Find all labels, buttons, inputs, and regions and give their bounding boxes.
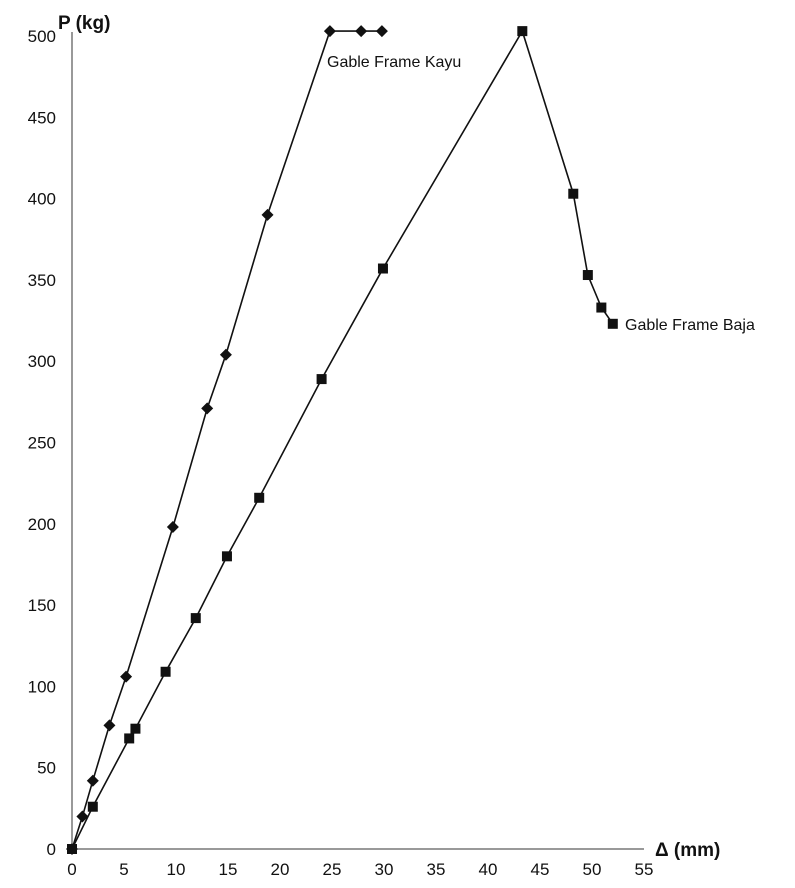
x-tick-label: 30 [375,860,394,879]
y-tick-label: 200 [28,515,56,534]
y-tick-label: 300 [28,352,56,371]
data-point [130,723,141,734]
data-point [219,348,232,361]
y-tick-label: 400 [28,190,56,209]
data-point [316,374,327,385]
x-tick-label: 0 [67,860,76,879]
data-point [377,263,388,274]
series-kayu [66,25,388,855]
x-tick-label: 35 [427,860,446,879]
data-point [120,670,133,683]
data-point [517,26,528,37]
data-point [355,25,368,38]
axes [71,32,644,850]
y-tick-label: 100 [28,677,56,696]
data-point [190,613,201,624]
y-axis-ticks: 0 50 100 150 200 250 300 350 400 450 500 [28,27,56,859]
y-tick-label: 350 [28,271,56,290]
data-point [221,551,232,562]
x-tick-label: 55 [635,860,654,879]
y-tick-label: 150 [28,596,56,615]
data-point [323,25,336,38]
data-point [166,521,179,534]
data-point [607,318,618,329]
x-tick-label: 45 [531,860,550,879]
data-point [254,492,265,503]
y-tick-label: 250 [28,434,56,453]
series-baja [67,26,618,854]
x-axis-title: Δ (mm) [655,840,720,861]
x-tick-label: 5 [119,860,128,879]
data-point [375,25,388,38]
data-point [87,801,98,812]
x-tick-label: 20 [271,860,290,879]
x-tick-label: 10 [167,860,186,879]
y-axis-title: P (kg) [58,13,110,34]
data-point [67,844,77,854]
data-point [103,719,116,732]
data-point [568,188,579,199]
y-tick-label: 500 [28,27,56,46]
data-point [201,402,214,415]
x-tick-label: 25 [323,860,342,879]
x-axis-ticks: 0 5 10 15 20 25 30 35 40 45 50 55 [67,860,653,879]
x-tick-label: 40 [479,860,498,879]
data-point [261,208,274,221]
data-point [86,774,99,787]
data-point [124,733,135,744]
data-point [582,270,593,281]
data-point [160,666,171,677]
data-point [596,302,607,313]
series-label-baja: Gable Frame Baja [625,317,755,334]
series-line [71,30,382,850]
y-tick-label: 50 [37,759,56,778]
series-layer [66,25,618,855]
y-tick-label: 450 [28,108,56,127]
y-tick-label: 0 [47,840,56,859]
data-point [76,810,89,823]
series-line [71,29,614,850]
x-tick-label: 50 [583,860,602,879]
series-label-kayu: Gable Frame Kayu [327,54,461,71]
x-tick-label: 15 [219,860,238,879]
